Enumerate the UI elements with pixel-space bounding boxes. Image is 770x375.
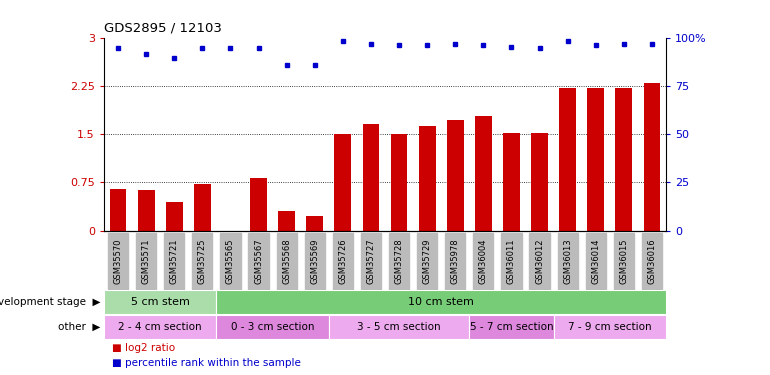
Text: 10 cm stem: 10 cm stem <box>408 297 474 307</box>
Bar <box>109 189 126 231</box>
Text: 3 - 5 cm section: 3 - 5 cm section <box>357 322 441 332</box>
Bar <box>644 82 661 231</box>
Bar <box>138 190 155 231</box>
Text: 5 cm stem: 5 cm stem <box>131 297 189 307</box>
Bar <box>104 290 216 314</box>
Bar <box>194 184 211 231</box>
Bar <box>250 178 267 231</box>
Text: 2 - 4 cm section: 2 - 4 cm section <box>119 322 202 332</box>
Bar <box>469 315 554 339</box>
Bar <box>531 133 548 231</box>
Bar <box>363 124 380 231</box>
Bar <box>475 116 492 231</box>
Bar <box>447 120 464 231</box>
Bar <box>104 315 216 339</box>
Bar <box>166 202 182 231</box>
Bar <box>216 290 666 314</box>
Bar <box>559 88 576 231</box>
Text: GDS2895 / 12103: GDS2895 / 12103 <box>104 21 222 34</box>
Text: 5 - 7 cm section: 5 - 7 cm section <box>470 322 554 332</box>
Text: 0 - 3 cm section: 0 - 3 cm section <box>231 322 314 332</box>
Bar <box>329 315 469 339</box>
Bar <box>588 88 604 231</box>
Text: development stage  ▶: development stage ▶ <box>0 297 100 307</box>
Bar <box>216 315 329 339</box>
Bar <box>306 216 323 231</box>
Bar <box>503 133 520 231</box>
Bar <box>334 134 351 231</box>
Bar <box>390 134 407 231</box>
Text: ■ log2 ratio: ■ log2 ratio <box>112 343 175 353</box>
Bar <box>615 88 632 231</box>
Text: 7 - 9 cm section: 7 - 9 cm section <box>568 322 651 332</box>
Text: other  ▶: other ▶ <box>58 322 100 332</box>
Bar <box>278 211 295 231</box>
Bar <box>554 315 666 339</box>
Bar <box>419 126 436 231</box>
Text: ■ percentile rank within the sample: ■ percentile rank within the sample <box>112 358 300 369</box>
